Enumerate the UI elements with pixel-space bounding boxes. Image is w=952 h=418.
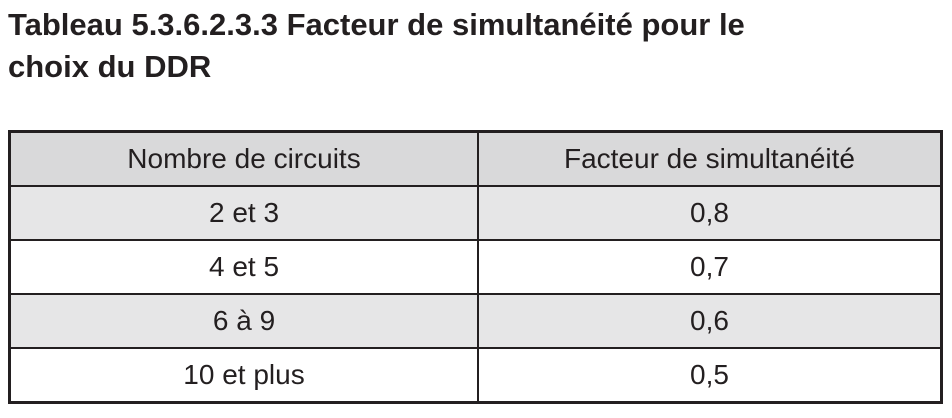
cell-factor: 0,6 bbox=[477, 293, 943, 349]
table-row: 10 et plus 0,5 bbox=[8, 347, 943, 404]
title-line-1: Tableau 5.3.6.2.3.3 Facteur de simultané… bbox=[8, 7, 745, 42]
table-header: Nombre de circuits Facteur de simultanéi… bbox=[8, 130, 943, 187]
cell-factor: 0,5 bbox=[477, 347, 943, 404]
table-row: 2 et 3 0,8 bbox=[8, 185, 943, 241]
title-line-2: choix du DDR bbox=[8, 49, 212, 84]
cell-circuit-count: 10 et plus bbox=[8, 347, 479, 404]
simultaneity-factor-table: Nombre de circuits Facteur de simultanéi… bbox=[8, 130, 943, 404]
header-row: Nombre de circuits Facteur de simultanéi… bbox=[8, 130, 943, 187]
cell-circuit-count: 2 et 3 bbox=[8, 185, 479, 241]
page-title: Tableau 5.3.6.2.3.3 Facteur de simultané… bbox=[8, 4, 938, 88]
table-row: 6 à 9 0,6 bbox=[8, 293, 943, 349]
header-circuit-count: Nombre de circuits bbox=[8, 130, 479, 187]
table-body: 2 et 3 0,8 4 et 5 0,7 6 à 9 0,6 10 et pl… bbox=[8, 185, 943, 404]
cell-circuit-count: 6 à 9 bbox=[8, 293, 479, 349]
cell-circuit-count: 4 et 5 bbox=[8, 239, 479, 295]
header-simultaneity-factor: Facteur de simultanéité bbox=[477, 130, 943, 187]
cell-factor: 0,8 bbox=[477, 185, 943, 241]
cell-factor: 0,7 bbox=[477, 239, 943, 295]
table-row: 4 et 5 0,7 bbox=[8, 239, 943, 295]
